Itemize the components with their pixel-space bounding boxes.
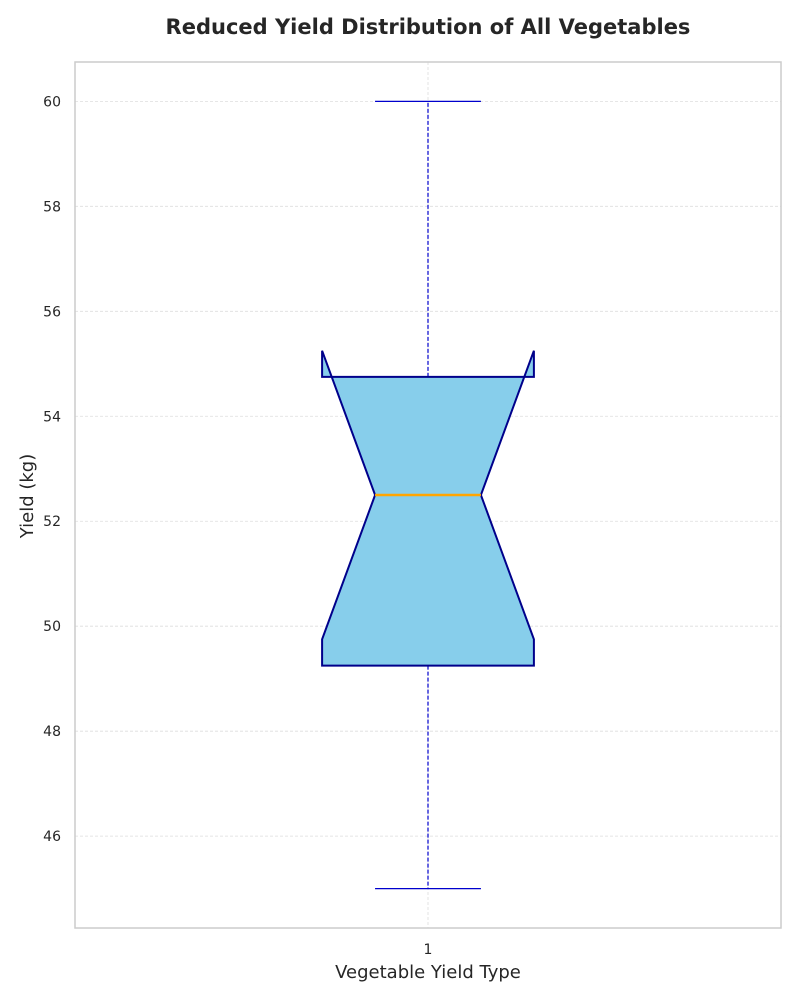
box-group	[321, 100, 535, 890]
y-tick-label: 50	[43, 619, 61, 635]
x-tick-label: 1	[424, 942, 433, 958]
x-axis-label: Vegetable Yield Type	[335, 962, 521, 983]
y-tick-label: 52	[43, 514, 61, 530]
y-tick-label: 60	[43, 94, 61, 110]
box-body	[321, 350, 535, 667]
y-tick-label: 56	[43, 304, 61, 320]
y-tick-label: 54	[43, 409, 61, 425]
plot-area	[321, 100, 535, 890]
y-axis-label: Yield (kg)	[17, 454, 38, 539]
y-tick-label: 58	[43, 199, 61, 215]
y-axis-ticks: 46 48 50 52 54 56 58 60	[43, 94, 61, 845]
y-tick-label: 48	[43, 724, 61, 740]
plot-frame	[74, 61, 782, 929]
y-tick-label: 46	[43, 829, 61, 845]
x-axis-ticks: 1	[424, 942, 433, 958]
chart-title: Reduced Yield Distribution of All Vegeta…	[166, 15, 691, 39]
